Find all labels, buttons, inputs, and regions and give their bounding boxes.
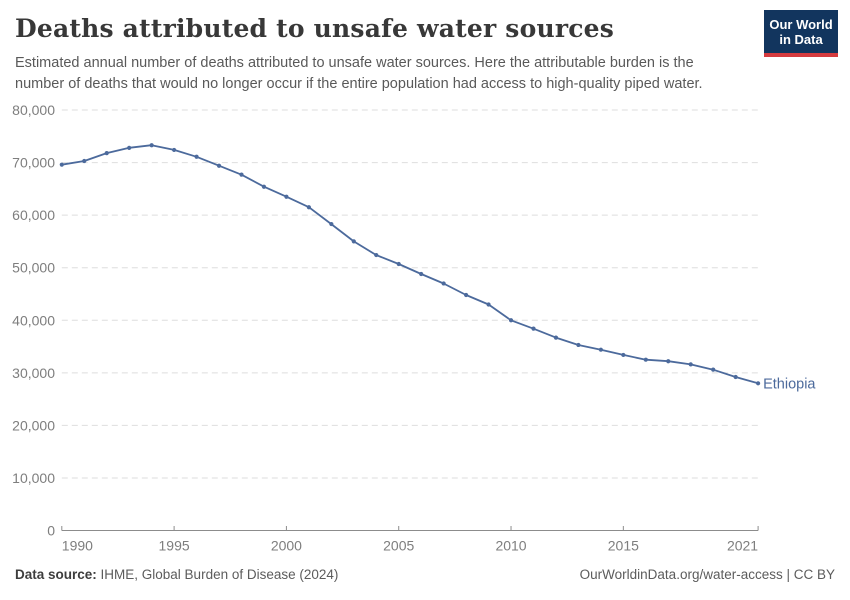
x-axis-label-2010: 2010 — [495, 538, 526, 554]
data-point-2006[interactable] — [419, 271, 424, 277]
line-chart-plot-area[interactable]: 0 10,000 20,000 30,000 40,000 50,000 60,000 70,… — [0, 0, 850, 565]
x-axis-label-1990: 1990 — [62, 538, 93, 554]
data-point-2013[interactable] — [576, 342, 581, 348]
data-point-1996[interactable] — [194, 154, 199, 159]
data-point-2014[interactable] — [598, 347, 603, 352]
page-title: Deaths attributed to unsafe water source… — [15, 14, 615, 43]
x-axis-label-2021: 2021 — [727, 538, 758, 554]
data-point-2004[interactable] — [374, 252, 379, 258]
data-point-2002[interactable] — [329, 221, 334, 227]
data-point-2020[interactable] — [733, 374, 738, 380]
chart-footer: Data source: IHME, Global Burden of Dise… — [15, 567, 835, 582]
data-point-2018[interactable] — [688, 362, 693, 367]
data-point-2016[interactable] — [643, 357, 648, 362]
data-source: Data source: IHME, Global Burden of Dise… — [15, 567, 338, 582]
owid-license-link[interactable]: OurWorldinData.org/water-access | CC BY — [579, 567, 835, 582]
data-point-2000[interactable] — [284, 194, 289, 199]
chart-subtitle: Estimated annual number of deaths attrib… — [15, 55, 703, 92]
data-point-1994[interactable] — [149, 143, 154, 148]
data-point-2015[interactable] — [621, 352, 626, 358]
series-line-ethiopia[interactable] — [60, 144, 759, 385]
data-point-1993[interactable] — [127, 145, 132, 150]
data-point-2012[interactable] — [553, 335, 559, 340]
data-point-1998[interactable] — [239, 172, 244, 177]
x-axis-label-2005: 2005 — [383, 538, 414, 554]
data-point-2017[interactable] — [666, 359, 671, 364]
data-point-1990[interactable] — [59, 162, 64, 167]
y-axis-label-0: 0 — [47, 523, 55, 539]
x-axis-label-1995: 1995 — [159, 538, 190, 554]
data-point-2008[interactable] — [464, 292, 469, 298]
data-point-1999[interactable] — [261, 184, 267, 189]
data-point-1991[interactable] — [82, 158, 87, 164]
owid-logo-line2: in Data — [779, 31, 823, 47]
y-axis-label-60000: 60,000 — [12, 207, 55, 223]
data-point-2007[interactable] — [441, 281, 446, 286]
owid-logo[interactable]: Our World in Data — [764, 10, 838, 57]
data-point-1995[interactable] — [172, 147, 177, 153]
y-axis-label-30000: 30,000 — [12, 365, 55, 381]
x-axis-label-2000: 2000 — [271, 538, 302, 554]
y-axis-label-80000: 80,000 — [12, 102, 55, 118]
y-axis-label-70000: 70,000 — [12, 155, 55, 171]
data-point-2021[interactable] — [756, 381, 761, 386]
data-point-1997[interactable] — [216, 163, 222, 168]
y-axis-label-40000: 40,000 — [12, 312, 55, 328]
x-axis-label-2015: 2015 — [608, 538, 639, 554]
data-point-2005[interactable] — [396, 261, 401, 267]
y-axis-label-50000: 50,000 — [12, 260, 55, 276]
y-axis-label-10000: 10,000 — [12, 470, 55, 486]
data-point-2010[interactable] — [508, 318, 514, 323]
data-point-2003[interactable] — [351, 239, 356, 244]
data-point-2009[interactable] — [486, 302, 491, 307]
data-point-2019[interactable] — [711, 367, 716, 372]
owid-logo-line1: Our World — [769, 16, 833, 32]
data-point-2001[interactable] — [306, 205, 311, 210]
data-source-label: Data source: — [15, 567, 97, 582]
data-point-1992[interactable] — [104, 151, 109, 156]
data-point-2011[interactable] — [531, 326, 536, 331]
y-axis-label-20000: 20,000 — [12, 417, 55, 433]
series-end-label[interactable]: Ethiopia — [763, 376, 816, 392]
data-source-value: IHME, Global Burden of Disease (2024) — [96, 567, 339, 582]
